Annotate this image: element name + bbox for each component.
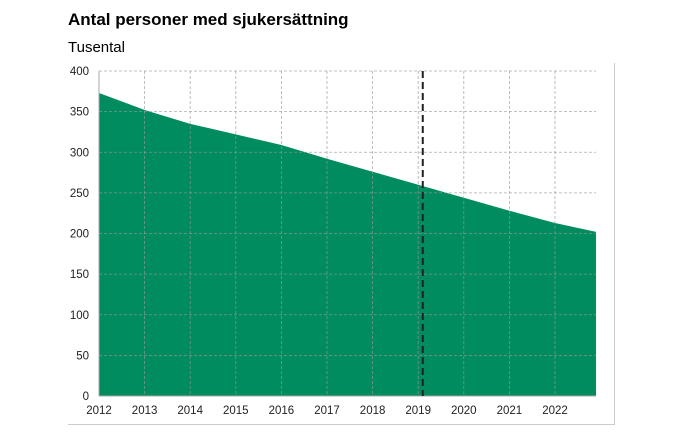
y-tick-label: 250 [70,188,89,200]
y-tick-label: 150 [70,269,89,281]
area-series [99,92,597,396]
y-tick-label: 400 [70,66,89,78]
x-tick-label: 2018 [360,405,386,417]
y-tick-label: 100 [70,310,89,322]
y-tick-label: 0 [83,391,89,403]
x-tick-label: 2022 [542,405,568,417]
x-tick-label: 2014 [177,405,203,417]
y-tick-label: 50 [76,350,89,362]
chart-subtitle: Tusental [68,39,125,56]
y-tick-label: 350 [70,107,89,119]
x-tick-label: 2019 [405,405,431,417]
y-tick-label: 200 [70,229,89,241]
x-tick-label: 2021 [497,405,523,417]
x-tick-label: 2020 [451,405,477,417]
chart-frame [68,63,615,425]
x-tick-label: 2017 [314,405,340,417]
x-tick-label: 2012 [86,405,112,417]
x-tick-label: 2015 [223,405,249,417]
y-tick-label: 300 [70,147,89,159]
x-tick-label: 2016 [269,405,295,417]
chart-title: Antal personer med sjukersättning [68,10,349,29]
x-tick-label: 2013 [132,405,158,417]
